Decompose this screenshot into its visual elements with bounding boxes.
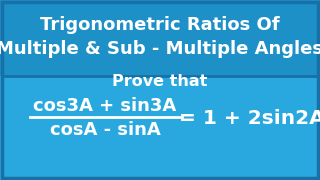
Text: Multiple & Sub - Multiple Angles: Multiple & Sub - Multiple Angles	[0, 40, 320, 58]
Bar	[0, 0, 320, 76]
Text: Prove that: Prove that	[112, 75, 208, 89]
Text: cos3A + sin3A: cos3A + sin3A	[33, 97, 177, 115]
Text: cosA - sinA: cosA - sinA	[50, 121, 160, 139]
Text: = 1 + 2sin2A: = 1 + 2sin2A	[179, 109, 320, 127]
Text: Trigonometric Ratios Of: Trigonometric Ratios Of	[40, 16, 280, 34]
